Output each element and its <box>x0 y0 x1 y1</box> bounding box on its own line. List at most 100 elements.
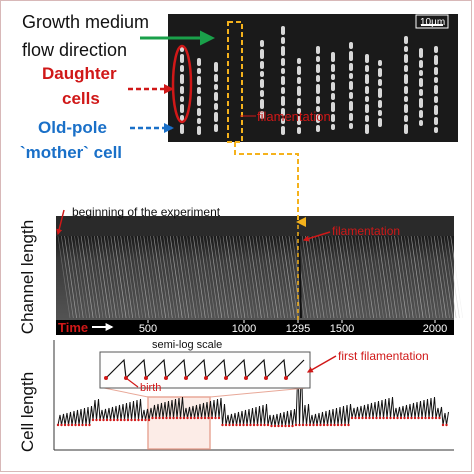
division-point <box>98 418 102 422</box>
zoom-connector-left <box>103 387 149 398</box>
cell-length-trace <box>57 364 449 427</box>
division-point <box>210 416 214 420</box>
bacterium-cell <box>349 63 353 71</box>
kymograph-streak <box>70 235 84 319</box>
bacterium-cell <box>419 110 423 118</box>
birth-point <box>264 376 268 380</box>
bacterium-cell <box>349 51 353 61</box>
division-point <box>294 423 298 427</box>
kymograph-streak <box>93 235 107 319</box>
kymograph-streak <box>225 235 239 319</box>
division-point <box>438 416 441 420</box>
kymograph-streak <box>394 235 407 319</box>
kymograph-streak <box>189 235 203 319</box>
kymograph-streak <box>222 235 236 319</box>
kymograph-streak <box>153 235 167 319</box>
kymograph-streak <box>344 235 358 319</box>
division-point <box>231 423 235 427</box>
bacterium-cell <box>316 96 320 104</box>
division-point <box>74 423 77 427</box>
bacterium-cell <box>331 52 335 62</box>
bacterium-cell <box>281 26 285 35</box>
division-point <box>91 418 95 422</box>
first-filamentation-arrow <box>306 355 337 373</box>
kymograph-streak <box>275 235 289 319</box>
division-point <box>147 418 151 422</box>
bacterium-cell <box>260 61 264 69</box>
kymograph-streak <box>318 235 332 319</box>
kymograph-streak <box>136 235 150 319</box>
bacterium-cell <box>180 65 184 72</box>
division-point <box>245 423 249 427</box>
kymograph-streak <box>334 235 348 319</box>
kymograph-streak <box>126 235 140 319</box>
division-point <box>305 423 308 427</box>
bacterium-cell <box>260 99 264 109</box>
kymograph-streak <box>410 235 424 319</box>
bacterium-cell <box>197 118 201 124</box>
kymograph-streak <box>305 235 318 319</box>
kymograph-streak <box>74 235 87 319</box>
bacterium-cell <box>214 84 218 90</box>
division-point <box>119 418 123 422</box>
kymograph-streak <box>377 235 391 319</box>
bacterium-cell <box>365 124 369 134</box>
bacterium-cell <box>419 60 423 68</box>
filamentation-label: filamentation <box>257 109 331 124</box>
division-point <box>214 416 217 420</box>
bacterium-cell <box>281 126 285 135</box>
bacterium-cell <box>378 110 382 116</box>
kymograph-streak <box>229 235 242 319</box>
bacterium-cell <box>281 46 285 56</box>
time-axis-bar <box>56 320 454 335</box>
birth-point <box>144 376 148 380</box>
division-point <box>291 424 294 428</box>
kymograph-streak <box>166 235 180 319</box>
division-point <box>256 423 259 427</box>
bacterium-cell <box>419 48 423 58</box>
kymograph-streak <box>258 235 272 319</box>
bacterium-cell <box>260 71 264 77</box>
kymograph-streak <box>417 235 431 319</box>
division-point <box>326 423 329 427</box>
kymograph-streak <box>437 235 450 319</box>
division-point <box>413 416 417 420</box>
division-point <box>175 416 179 420</box>
division-point <box>287 424 291 428</box>
bacterium-cell <box>349 42 353 49</box>
division-point <box>133 418 137 422</box>
division-point <box>112 418 116 422</box>
kymograph-streak <box>354 235 368 319</box>
kymograph-streak <box>301 235 315 319</box>
division-point <box>417 416 420 420</box>
division-point <box>203 416 207 420</box>
division-point <box>308 423 312 427</box>
bacterium-cell <box>378 88 382 98</box>
division-point <box>403 416 406 420</box>
bacterium-cell <box>297 77 301 84</box>
bacterium-cell <box>365 86 369 94</box>
kymograph-streak <box>328 235 341 319</box>
kymograph-streak <box>423 235 437 319</box>
kymograph-streak <box>179 235 193 319</box>
birth-point <box>204 376 208 380</box>
bacterium-cell <box>404 115 408 122</box>
division-point <box>333 423 336 427</box>
kymograph-streak <box>288 235 302 319</box>
division-point <box>427 416 431 420</box>
kymograph-streak <box>298 235 312 319</box>
division-point <box>182 416 186 420</box>
filamentation-connector <box>234 142 306 227</box>
bacterium-cell <box>214 74 218 82</box>
kymograph-streak <box>212 235 226 319</box>
division-point <box>137 418 140 422</box>
inset-sawtooth <box>105 358 305 380</box>
bacterium-cell <box>419 70 423 76</box>
bacterium-cell <box>281 87 285 94</box>
kymograph-streak <box>206 235 219 319</box>
division-point <box>70 423 74 427</box>
kymograph-streak <box>183 235 196 319</box>
division-point <box>217 416 221 420</box>
bacterium-cell <box>349 73 353 79</box>
cells-label: cells <box>62 89 100 108</box>
